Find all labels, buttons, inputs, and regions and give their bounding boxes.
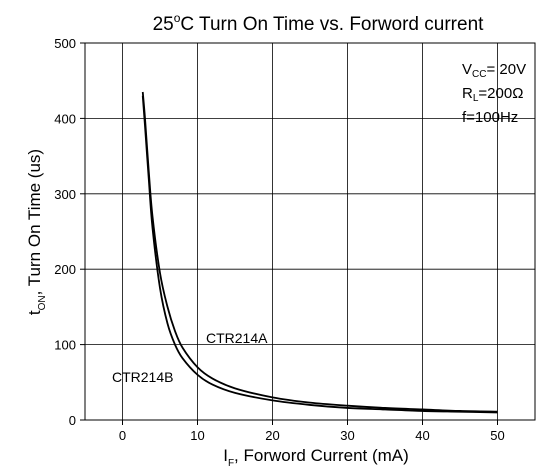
x-tick-label: 0 [119, 428, 126, 443]
y-tick-label: 300 [54, 187, 76, 202]
x-tick-label: 20 [265, 428, 279, 443]
condition-rl: RL=200Ω [462, 85, 523, 104]
y-tick-label: 100 [54, 338, 76, 353]
x-axis-label: IF, Forword Current (mA) [223, 446, 409, 468]
series-label-ctr214a: CTR214A [206, 330, 268, 346]
series-line-ctr214a [141, 91, 498, 413]
series-group [141, 91, 498, 414]
chart-title: 25oC Turn On Time vs. Forword current [153, 11, 485, 35]
series-label-ctr214b: CTR214B [112, 369, 173, 385]
y-ticks: 0 100 200 300 400 500 [54, 36, 76, 428]
x-tick-label: 40 [415, 428, 429, 443]
x-ticks: 0 10 20 30 40 50 [119, 428, 505, 443]
series-line-ctr214b [141, 95, 498, 414]
condition-freq: f=100Hz [462, 109, 518, 126]
y-tick-label: 200 [54, 262, 76, 277]
y-axis-label: tON, Turn On Time (us) [25, 149, 48, 315]
x-tick-label: 30 [340, 428, 354, 443]
condition-vcc: VCC= 20V [462, 61, 526, 80]
y-tick-label: 500 [54, 36, 76, 51]
y-tick-label: 0 [69, 413, 76, 428]
x-tick-label: 10 [190, 428, 204, 443]
y-tick-label: 400 [54, 111, 76, 126]
x-tick-label: 50 [490, 428, 504, 443]
